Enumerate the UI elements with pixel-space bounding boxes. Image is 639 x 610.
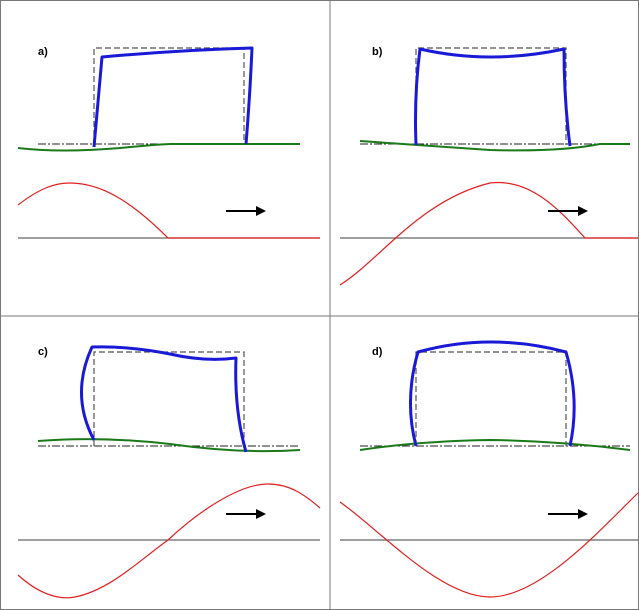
undeformed-frame [415, 47, 567, 145]
undeformed-frame [93, 351, 245, 446]
undeformed-frame [93, 47, 245, 145]
deformed-frame [414, 47, 572, 147]
ground-line [359, 438, 631, 451]
ground-line [37, 438, 301, 453]
ground-line [17, 143, 300, 152]
panel-a: a) [17, 46, 320, 239]
wave [339, 492, 639, 598]
deformed-frame [409, 340, 576, 447]
ground-line [359, 140, 630, 152]
panel-c: c) [17, 345, 321, 599]
wave [17, 182, 320, 239]
panel-label: d) [372, 346, 383, 358]
panel-label: a) [38, 46, 48, 58]
deformed-frame [80, 345, 248, 453]
panel-label: b) [372, 46, 383, 58]
deformed-frame [92, 46, 254, 148]
undeformed-frame [415, 351, 567, 446]
wave [339, 181, 638, 286]
panel-b: b) [339, 46, 638, 286]
panel-d: d) [339, 340, 639, 598]
panel-label: c) [38, 346, 48, 358]
wave [17, 483, 321, 599]
